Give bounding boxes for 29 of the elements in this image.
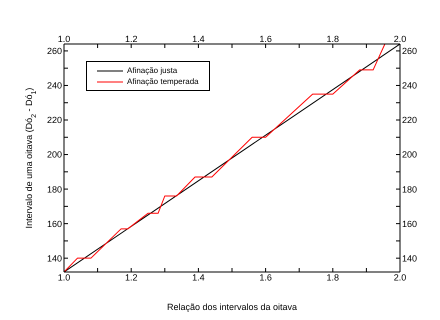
y2-tick-label: 200 (402, 150, 418, 160)
x-tick-label: 1.0 (58, 34, 70, 44)
x-tick-label: 1.6 (259, 34, 272, 44)
y-tick-label: 260 (46, 46, 62, 56)
x2-tick-label: 2.0 (394, 272, 406, 282)
x-axis-title: Relação dos intervalos da oitava (166, 302, 298, 312)
y-tick-label: 220 (46, 115, 62, 126)
x-tick-label: 1.4 (192, 34, 205, 44)
y-tick-label: 180 (46, 184, 62, 194)
y-tick-label: 140 (46, 253, 62, 264)
legend-label: Afinação justa (127, 65, 178, 76)
x-tick-label: 1.2 (124, 34, 138, 44)
x2-tick-label: 1.4 (192, 272, 205, 282)
x2-tick-label: 1.2 (124, 272, 138, 282)
x-tick-label: 2.0 (394, 34, 406, 44)
y-tick-label: 160 (46, 218, 62, 229)
x2-tick-label: 1.6 (259, 272, 272, 282)
y2-tick-label: 180 (402, 184, 418, 194)
x2-tick-label: 1.8 (326, 272, 340, 282)
legend-label: Afinação temperada (127, 76, 199, 87)
y2-tick-label: 240 (402, 80, 418, 91)
y2-tick-label: 160 (402, 218, 418, 229)
y2-tick-label: 140 (402, 253, 418, 264)
y-tick-label: 240 (46, 80, 62, 91)
x-tick-label: 1.8 (326, 34, 340, 44)
x2-tick-label: 1.0 (58, 272, 70, 282)
y-tick-label: 200 (46, 150, 62, 160)
y2-tick-label: 220 (402, 115, 418, 126)
y2-tick-label: 260 (402, 46, 418, 56)
